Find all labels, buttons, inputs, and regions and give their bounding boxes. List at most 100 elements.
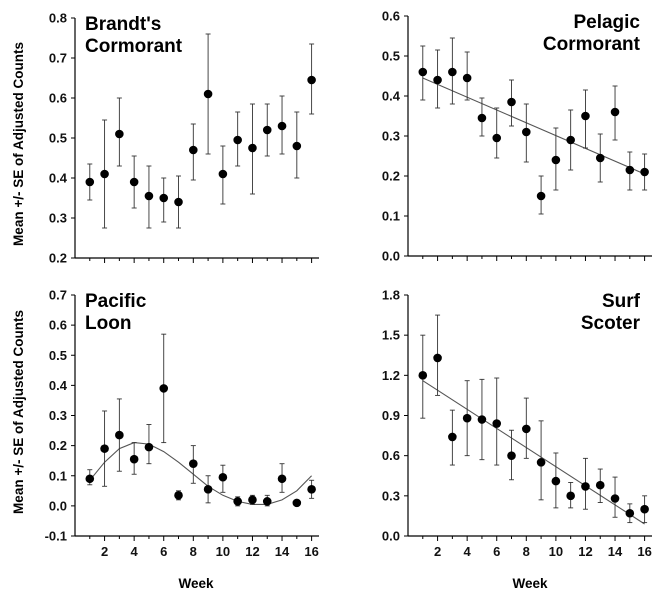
x-tick-label: 16 xyxy=(637,544,651,559)
trend-curve xyxy=(89,442,312,505)
data-point xyxy=(307,75,316,85)
data-point xyxy=(433,75,442,85)
data-point xyxy=(640,504,649,514)
data-point xyxy=(159,193,169,203)
data-point xyxy=(551,155,561,165)
data-point xyxy=(189,145,198,155)
x-tick-label: 2 xyxy=(101,544,108,559)
data-point xyxy=(129,177,139,187)
x-tick-label: 4 xyxy=(464,544,472,559)
data-point xyxy=(418,67,428,77)
y-tick-label: 0.2 xyxy=(49,251,67,266)
y-tick-label: 0.1 xyxy=(49,468,67,483)
y-tick-label: 0.6 xyxy=(382,9,400,24)
data-point xyxy=(625,508,635,518)
x-tick-label: 12 xyxy=(245,544,259,559)
data-point xyxy=(174,491,183,500)
y-tick-label: 0.0 xyxy=(382,249,400,264)
y-tick-label: 0.1 xyxy=(382,209,400,224)
data-point xyxy=(248,143,257,153)
chart-panel-pacific-loon: -0.1 0.0 0.1 0.2 0.3 0.4 0.5 0.6 0.7 2 4 6 8 10 12 14 16… xyxy=(45,288,319,559)
chart-title-line: Pacific xyxy=(85,291,147,312)
data-point xyxy=(448,432,457,442)
data-point xyxy=(492,133,502,143)
data-point xyxy=(551,476,561,486)
data-point xyxy=(433,353,442,363)
y-tick-label: 0.4 xyxy=(49,378,68,393)
data-point xyxy=(174,197,183,207)
data-point xyxy=(292,498,302,508)
x-tick-label: 10 xyxy=(549,544,563,559)
y-tick-label: 0.6 xyxy=(49,318,67,333)
data-point xyxy=(581,111,590,121)
x-axis-label-left: Week xyxy=(178,576,214,591)
x-tick-label: 12 xyxy=(578,544,592,559)
data-point xyxy=(448,67,457,77)
chart-title-line: Pelagic xyxy=(573,12,640,33)
y-tick-label: 0.2 xyxy=(382,169,400,184)
data-point xyxy=(522,127,531,137)
x-tick-label: 8 xyxy=(523,544,530,559)
y-axis-label-bottom: Mean +/- SE of Adjusted Counts xyxy=(11,310,26,514)
data-point xyxy=(100,444,109,453)
data-point xyxy=(203,485,213,494)
y-tick-label: 0.2 xyxy=(49,438,67,453)
chart-panel-surf-scoter: 0.0 0.3 0.6 0.9 1.2 1.5 1.8 2 4 6 8 10 12 14 16 Surf Sco… xyxy=(382,288,652,559)
data-point xyxy=(100,169,109,179)
data-point xyxy=(307,485,316,494)
trend-line xyxy=(422,380,645,525)
data-point xyxy=(233,135,242,145)
data-point xyxy=(507,451,516,460)
y-tick-label: 0.0 xyxy=(382,529,400,544)
y-tick-label: 0.5 xyxy=(49,348,67,363)
chart-title: Brandt's Cormorant xyxy=(85,14,183,57)
data-point xyxy=(595,153,605,163)
y-tick-label: 1.5 xyxy=(382,328,400,343)
data-point xyxy=(262,497,272,506)
x-tick-label: 6 xyxy=(160,544,167,559)
data-point xyxy=(218,169,228,179)
data-point xyxy=(566,491,575,501)
data-point xyxy=(115,129,124,139)
y-tick-label: 0.3 xyxy=(49,408,67,423)
data-point xyxy=(277,121,287,131)
x-tick-label: 14 xyxy=(275,544,290,559)
y-tick-label: 1.2 xyxy=(382,368,400,383)
chart-panel-brandts-cormorant: 0.2 0.3 0.4 0.5 0.6 0.7 0.8 Brandt's Cormorant xyxy=(49,11,319,266)
x-tick-label: 14 xyxy=(608,544,623,559)
data-point xyxy=(536,191,546,201)
x-tick-label: 6 xyxy=(493,544,500,559)
chart-title-line: Cormorant xyxy=(543,34,641,55)
y-tick-label: 0.9 xyxy=(382,408,400,423)
data-point xyxy=(292,141,302,151)
chart-panel-pelagic-cormorant: 0.0 0.1 0.2 0.3 0.4 0.5 0.6 Pelagic Cormorant xyxy=(382,9,652,264)
data-point xyxy=(129,454,139,464)
y-tick-label: 0.5 xyxy=(382,49,400,64)
data-point xyxy=(233,497,242,506)
data-point xyxy=(85,177,95,187)
data-point xyxy=(462,73,472,83)
data-point xyxy=(418,371,428,380)
data-point xyxy=(595,480,605,490)
chart-title-line: Loon xyxy=(85,313,131,334)
chart-title-line: Brandt's xyxy=(85,14,161,35)
y-tick-label: 0.3 xyxy=(49,211,67,226)
x-tick-label: 8 xyxy=(190,544,197,559)
data-point xyxy=(507,97,516,107)
data-point xyxy=(144,191,154,201)
data-point xyxy=(85,474,95,484)
data-point xyxy=(462,413,472,423)
y-tick-label: 1.8 xyxy=(382,288,400,303)
x-tick-label: 4 xyxy=(131,544,139,559)
data-point xyxy=(277,474,287,484)
data-point xyxy=(610,107,620,117)
data-point xyxy=(492,419,502,428)
y-tick-label: 0.4 xyxy=(382,89,401,104)
y-tick-label: 0.5 xyxy=(49,131,67,146)
data-point xyxy=(159,384,169,393)
trend-line xyxy=(422,77,645,175)
y-tick-label: 0.3 xyxy=(382,488,400,503)
data-point xyxy=(248,495,257,505)
data-point xyxy=(477,415,487,424)
